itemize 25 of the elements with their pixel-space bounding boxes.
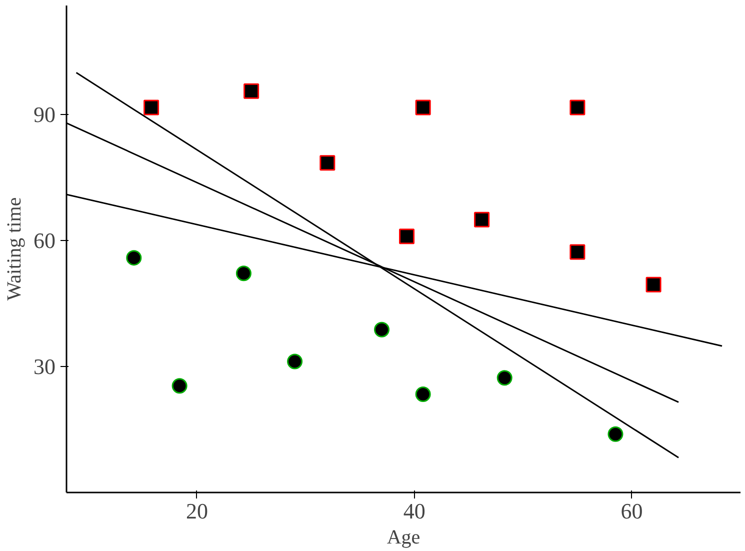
point bbox=[608, 426, 624, 442]
point bbox=[126, 250, 142, 266]
x-axis-title: Age bbox=[386, 526, 420, 548]
y-tick-label: 30 bbox=[34, 354, 56, 380]
point bbox=[244, 83, 260, 99]
point bbox=[236, 266, 252, 282]
point bbox=[399, 228, 415, 244]
point bbox=[320, 155, 336, 171]
point bbox=[172, 378, 188, 394]
y-tick-label: 90 bbox=[34, 102, 56, 128]
point bbox=[570, 100, 586, 116]
point bbox=[287, 354, 303, 370]
x-tick-label: 60 bbox=[620, 498, 643, 524]
point bbox=[496, 370, 512, 386]
y-axis-title: Waiting time bbox=[4, 197, 26, 301]
y-tick-label: 60 bbox=[34, 228, 56, 254]
point bbox=[415, 100, 431, 116]
point bbox=[415, 386, 431, 402]
point bbox=[570, 244, 586, 260]
point bbox=[646, 276, 662, 292]
point bbox=[374, 322, 390, 338]
x-tick-label: 20 bbox=[186, 498, 208, 524]
x-tick-label: 40 bbox=[403, 498, 426, 524]
point bbox=[474, 212, 490, 228]
point bbox=[144, 100, 160, 116]
